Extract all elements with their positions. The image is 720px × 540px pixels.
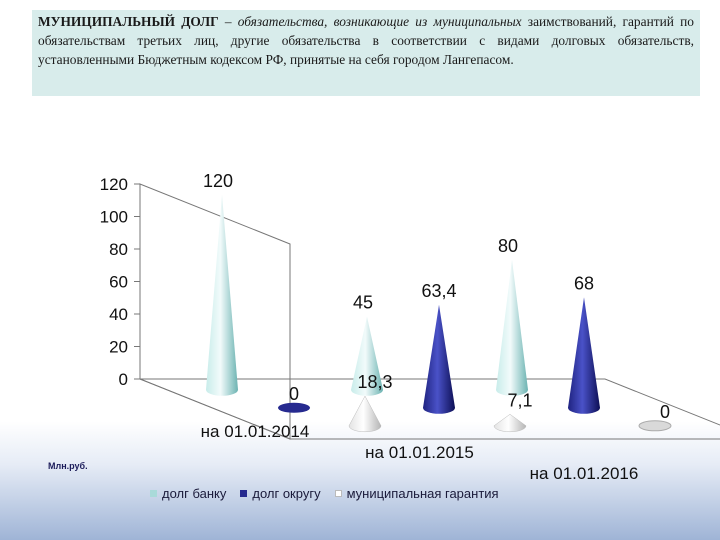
data-label: 0 — [289, 384, 299, 404]
definition-box: МУНИЦИПАЛЬНЫЙ ДОЛГ – обязательства, возн… — [32, 10, 700, 96]
legend-item-guarantee: муниципальная гарантия — [334, 486, 499, 501]
y-tick-label: 100 — [100, 208, 128, 227]
data-label: 0 — [660, 402, 670, 422]
legend-label-guarantee: муниципальная гарантия — [346, 486, 499, 501]
definition-text: заимствований, гарантий по обязательства… — [38, 14, 694, 67]
chart-cone-zero — [638, 420, 672, 432]
x-category-label: на 01.01.2016 — [530, 464, 639, 483]
definition-lead: – обязательства, возникающие из муниципа… — [224, 14, 522, 29]
chart-cones — [206, 194, 672, 433]
x-category-label: на 01.01.2015 — [365, 443, 474, 462]
chart-cone — [493, 413, 527, 433]
legend-label-okrug: долг округу — [252, 486, 321, 501]
y-axis-ticks: 0 20 40 60 80 100 120 — [100, 175, 140, 389]
legend-item-okrug: долг округу — [240, 486, 321, 501]
chart-cone — [423, 304, 455, 414]
y-tick-label: 80 — [109, 240, 128, 259]
unit-label: Млн.руб. — [48, 461, 88, 471]
legend-item-bank: долг банку — [150, 486, 226, 501]
chart-cone — [568, 297, 600, 414]
legend-swatch-guarantee — [334, 490, 342, 497]
y-tick-label: 40 — [109, 305, 128, 324]
data-label: 68 — [574, 273, 594, 293]
data-label: 80 — [498, 236, 518, 256]
data-label: 18,3 — [357, 372, 392, 392]
chart-legend: долг банку долг округу муниципальная гар… — [150, 486, 499, 501]
y-tick-label: 120 — [100, 175, 128, 194]
data-label: 7,1 — [507, 390, 532, 410]
chart-cone — [351, 316, 383, 396]
y-tick-label: 0 — [119, 370, 128, 389]
data-label: 45 — [353, 293, 373, 313]
data-label: 120 — [203, 171, 233, 191]
chart-cone — [206, 194, 238, 396]
chart-cone — [496, 259, 528, 396]
definition-term: МУНИЦИПАЛЬНЫЙ ДОЛГ — [38, 14, 219, 29]
y-tick-label: 20 — [109, 338, 128, 357]
y-tick-label: 60 — [109, 273, 128, 292]
chart-data-labels: 120 0 18,3 45 63,4 7,1 80 68 0 — [203, 171, 670, 422]
data-label: 63,4 — [421, 281, 456, 301]
debt-chart: 0 20 40 60 80 100 120 120 0 18,3 45 63,4 7,1 80 68 0 н… — [100, 171, 720, 483]
x-axis-categories: на 01.01.2014 на 01.01.2015 на 01.01.2016 — [201, 422, 639, 483]
legend-swatch-okrug — [240, 490, 248, 497]
legend-label-bank: долг банку — [162, 486, 227, 501]
chart-cone — [348, 395, 382, 433]
legend-swatch-bank — [150, 490, 157, 497]
x-category-label: на 01.01.2014 — [201, 422, 310, 441]
chart-cone-zero — [278, 402, 310, 413]
